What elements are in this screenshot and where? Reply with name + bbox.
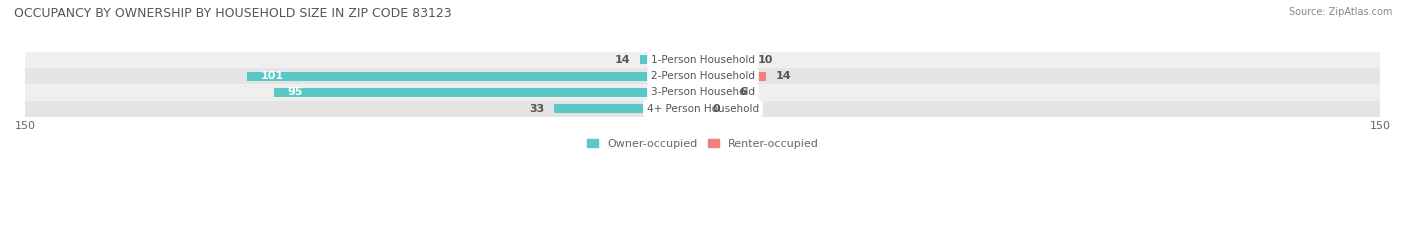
Text: 6: 6 xyxy=(740,87,747,97)
Text: 0: 0 xyxy=(711,104,720,114)
Bar xyxy=(25,68,1381,84)
Bar xyxy=(554,104,703,113)
Text: 14: 14 xyxy=(614,55,631,65)
Bar xyxy=(25,101,1381,117)
Text: 1-Person Household: 1-Person Household xyxy=(651,55,755,65)
Bar xyxy=(703,55,748,64)
Bar xyxy=(25,51,1381,68)
Text: 101: 101 xyxy=(260,71,284,81)
Text: 33: 33 xyxy=(530,104,546,114)
Text: OCCUPANCY BY OWNERSHIP BY HOUSEHOLD SIZE IN ZIP CODE 83123: OCCUPANCY BY OWNERSHIP BY HOUSEHOLD SIZE… xyxy=(14,7,451,20)
Text: 4+ Person Household: 4+ Person Household xyxy=(647,104,759,114)
Text: 3-Person Household: 3-Person Household xyxy=(651,87,755,97)
Bar xyxy=(703,72,766,81)
Bar xyxy=(640,55,703,64)
Bar xyxy=(25,84,1381,101)
Legend: Owner-occupied, Renter-occupied: Owner-occupied, Renter-occupied xyxy=(586,139,820,149)
Text: 2-Person Household: 2-Person Household xyxy=(651,71,755,81)
Text: 10: 10 xyxy=(758,55,772,65)
Bar xyxy=(703,88,730,97)
Text: 95: 95 xyxy=(287,87,302,97)
Bar xyxy=(247,72,703,81)
Text: 14: 14 xyxy=(775,71,792,81)
Text: Source: ZipAtlas.com: Source: ZipAtlas.com xyxy=(1288,7,1392,17)
Bar xyxy=(274,88,703,97)
